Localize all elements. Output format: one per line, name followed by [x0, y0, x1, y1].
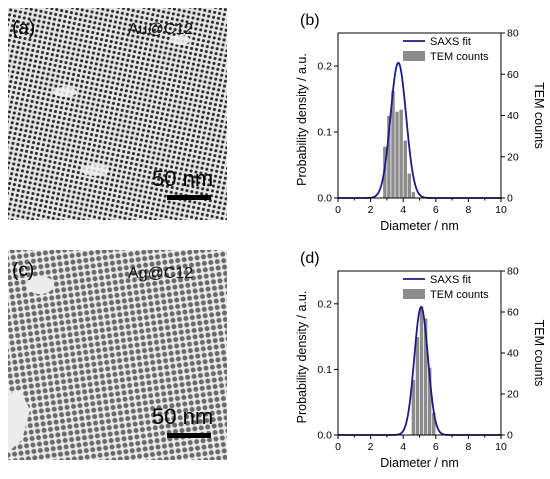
legend-label-tem: TEM counts [430, 51, 489, 63]
legend-label-saxs: SAXS fit [430, 274, 471, 286]
y-tick-label: 0.2 [317, 61, 332, 73]
x-tick-label: 10 [495, 204, 507, 216]
scale-bar-label: 50 nm [152, 166, 213, 191]
panel-label: (d) [300, 250, 320, 267]
y2-axis-label: TEM counts [532, 82, 546, 149]
scale-bar [167, 195, 211, 200]
scale-bar-label: 50 nm [152, 404, 213, 429]
tem-void [8, 390, 30, 452]
y-tick-label: 0.0 [317, 193, 332, 205]
legend-label-tem: TEM counts [430, 289, 489, 301]
sample-label: Ag@C12 [128, 265, 193, 282]
x-tick-label: 6 [433, 204, 439, 216]
panel-label: (b) [300, 12, 320, 29]
y2-tick-label: 60 [507, 307, 519, 319]
y2-tick-label: 0 [507, 193, 513, 205]
tem-void [170, 35, 190, 45]
y2-tick-label: 0 [507, 430, 513, 442]
sample-label: Au@C12 [128, 21, 193, 38]
y2-tick-label: 20 [507, 389, 519, 401]
legend-swatch-bar [403, 51, 425, 61]
saxs-fit-line [338, 61, 501, 199]
legend-label-saxs: SAXS fit [430, 36, 471, 48]
y2-axis-label: TEM counts [532, 320, 546, 387]
panel-label: (a) [12, 18, 35, 39]
histogram-bar [398, 109, 404, 199]
scale-bar [167, 433, 211, 438]
histogram-bar [411, 191, 416, 199]
x-tick-label: 2 [368, 441, 374, 453]
y-tick-label: 0.2 [317, 298, 332, 310]
panel-label: (c) [12, 260, 34, 281]
histogram-bar [419, 305, 424, 436]
y2-tick-label: 60 [507, 69, 519, 81]
histogram-bar [394, 111, 400, 199]
tem-panel-a: (a) Au@C12 50 nm [8, 8, 227, 220]
histogram-bar [402, 139, 408, 199]
x-tick-label: 8 [465, 441, 471, 453]
tem-void [81, 164, 109, 176]
histogram-bar [415, 336, 420, 436]
histogram-bar [406, 172, 412, 199]
y-axis-label: Probability density / a.u. [295, 291, 309, 424]
x-tick-label: 0 [335, 204, 341, 216]
x-tick-label: 8 [465, 204, 471, 216]
y2-tick-label: 40 [507, 348, 519, 360]
y2-tick-label: 80 [507, 266, 519, 278]
x-tick-label: 6 [433, 441, 439, 453]
x-tick-label: 0 [335, 441, 341, 453]
y-axis-label: Probability density / a.u. [295, 53, 309, 186]
x-axis-label: Diameter / nm [380, 456, 459, 470]
y-tick-label: 0.0 [317, 430, 332, 442]
chart-b: 0 2 4 6 8 10 0.0 0.1 0.2 0 20 40 60 80 Diameter / nm Pr… [295, 12, 546, 233]
y2-tick-label: 20 [507, 151, 519, 163]
tem-void [26, 276, 54, 294]
y2-tick-label: 40 [507, 110, 519, 122]
x-tick-label: 2 [368, 204, 374, 216]
x-axis-label: Diameter / nm [380, 219, 459, 233]
tem-void [53, 87, 77, 97]
tem-image-au [8, 8, 227, 220]
y-tick-label: 0.1 [317, 364, 332, 376]
x-tick-label: 4 [400, 441, 406, 453]
y2-tick-label: 80 [507, 28, 519, 40]
x-tick-label: 4 [400, 204, 406, 216]
legend-swatch-bar [403, 289, 425, 299]
x-tick-label: 10 [495, 441, 507, 453]
tem-panel-c: (c) Ag@C12 50 nm [8, 250, 227, 460]
y-tick-label: 0.1 [317, 127, 332, 139]
chart-d: 0 2 4 6 8 10 0.0 0.1 0.2 0 20 40 60 80 Diameter / nm Pr… [295, 250, 546, 470]
